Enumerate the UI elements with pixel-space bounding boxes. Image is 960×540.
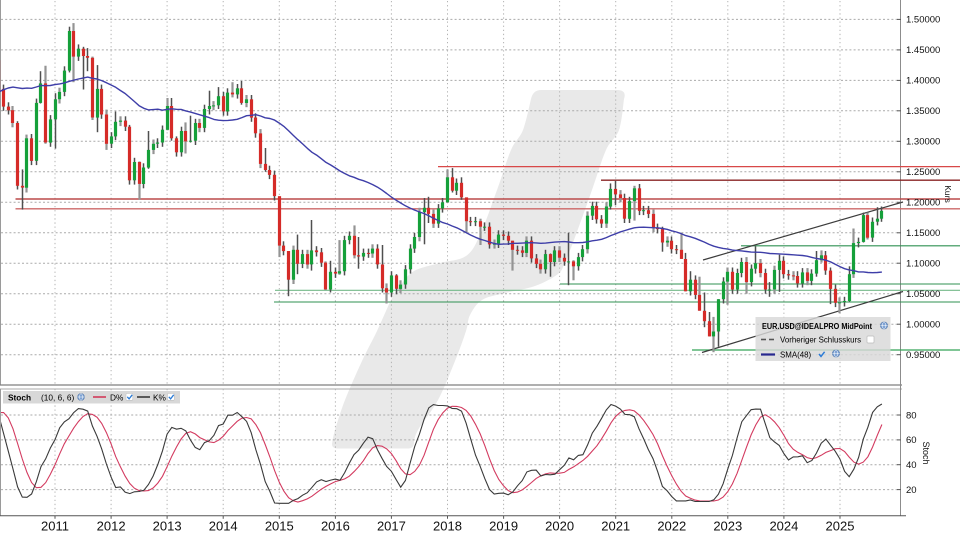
svg-text:Kurs: Kurs (943, 185, 953, 202)
svg-text:1.40000: 1.40000 (906, 76, 940, 87)
svg-text:1.35000: 1.35000 (906, 106, 940, 117)
svg-text:2012: 2012 (97, 519, 126, 534)
svg-text:1.10000: 1.10000 (906, 259, 940, 270)
svg-text:Vorheriger Schlusskurs: Vorheriger Schlusskurs (780, 336, 861, 345)
svg-text:2016: 2016 (321, 519, 350, 534)
svg-text:2017: 2017 (377, 519, 406, 534)
svg-text:20: 20 (906, 485, 917, 496)
svg-text:80: 80 (906, 410, 917, 421)
svg-text:1.15000: 1.15000 (906, 228, 940, 239)
svg-text:2018: 2018 (433, 519, 462, 534)
svg-text:1.20000: 1.20000 (906, 198, 940, 209)
svg-text:0.95000: 0.95000 (906, 350, 940, 361)
svg-text:1.50000: 1.50000 (906, 15, 940, 26)
svg-text:2025: 2025 (826, 519, 855, 534)
svg-text:SMA(48): SMA(48) (780, 351, 812, 360)
svg-text:1.05000: 1.05000 (906, 289, 940, 300)
svg-text:2020: 2020 (545, 519, 574, 534)
svg-text:2019: 2019 (489, 519, 518, 534)
svg-text:2024: 2024 (769, 519, 798, 534)
svg-text:2023: 2023 (713, 519, 742, 534)
svg-text:2013: 2013 (153, 519, 182, 534)
svg-text:2021: 2021 (601, 519, 630, 534)
svg-text:2014: 2014 (209, 519, 238, 534)
svg-text:1.25000: 1.25000 (906, 167, 940, 178)
svg-text:1.00000: 1.00000 (906, 320, 940, 331)
svg-text:Stoch: Stoch (8, 392, 31, 402)
svg-text:Stoch: Stoch (921, 441, 931, 464)
svg-text:2022: 2022 (657, 519, 686, 534)
svg-text:K%: K% (153, 392, 167, 402)
svg-text:(10, 6, 6): (10, 6, 6) (41, 392, 74, 402)
svg-text:D%: D% (110, 392, 124, 402)
svg-text:1.45000: 1.45000 (906, 45, 940, 56)
svg-text:1.30000: 1.30000 (906, 137, 940, 148)
svg-text:60: 60 (906, 435, 917, 446)
svg-text:2011: 2011 (41, 519, 69, 534)
svg-text:EUR.USD@IDEALPRO MidPoint: EUR.USD@IDEALPRO MidPoint (762, 322, 872, 331)
svg-text:2015: 2015 (265, 519, 294, 534)
svg-text:40: 40 (906, 460, 917, 471)
